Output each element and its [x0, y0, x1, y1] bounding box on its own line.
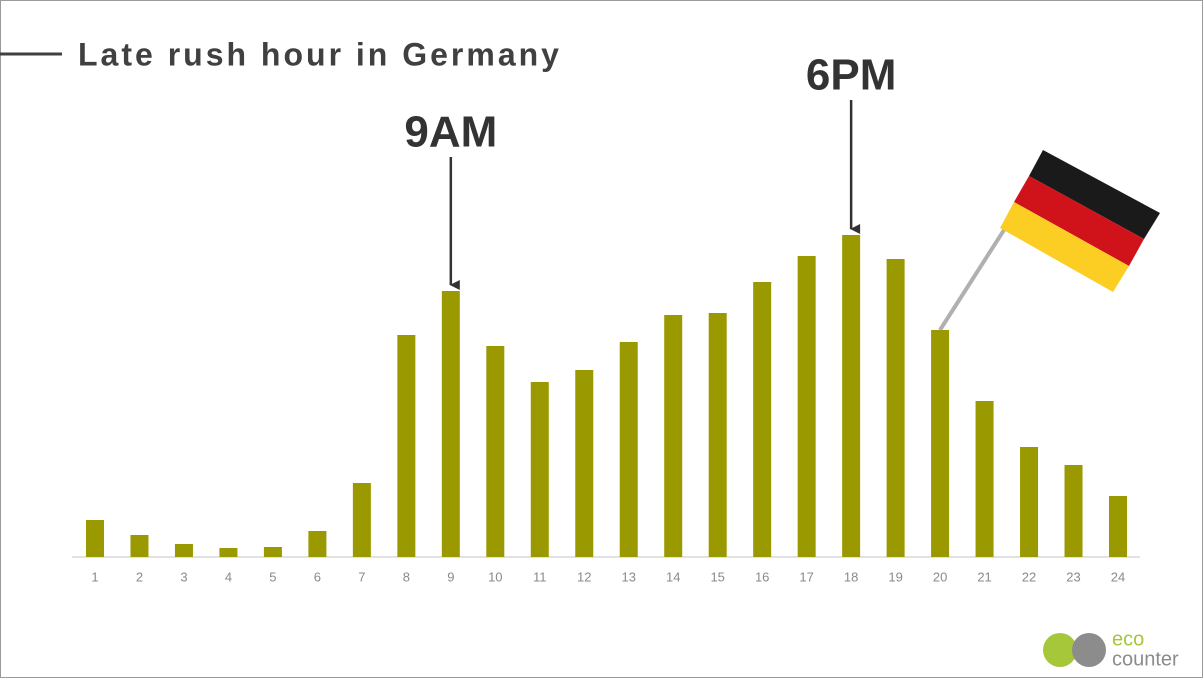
- x-tick-label: 13: [622, 569, 636, 584]
- x-tick-label: 14: [666, 569, 680, 584]
- bar: [530, 382, 549, 557]
- bar: [219, 548, 238, 557]
- flag-stripe: [1000, 202, 1129, 292]
- bar: [352, 483, 371, 557]
- logo-text: eco: [1112, 628, 1144, 650]
- bar: [708, 313, 727, 557]
- bar: [842, 235, 861, 557]
- bar: [975, 401, 994, 557]
- logo-text: counter: [1112, 648, 1179, 670]
- x-tick-label: 5: [269, 569, 276, 584]
- bar: [263, 547, 282, 557]
- annotation: 9AM: [404, 108, 497, 157]
- bar: [575, 370, 594, 557]
- logo-icon: [1043, 633, 1077, 667]
- x-tick-label: 19: [888, 569, 902, 584]
- bar: [797, 256, 816, 557]
- bar: [308, 531, 327, 557]
- x-tick-label: 3: [180, 569, 187, 584]
- bar: [86, 520, 104, 557]
- x-tick-label: 1: [91, 569, 98, 584]
- bar: [441, 291, 460, 557]
- x-tick-label: 22: [1022, 569, 1036, 584]
- x-tick-label: 11: [533, 569, 547, 584]
- x-tick-label: 21: [977, 569, 991, 584]
- bar: [130, 535, 149, 557]
- x-tick-label: 16: [755, 569, 769, 584]
- x-tick-label: 23: [1066, 569, 1080, 584]
- logo-icon: [1072, 633, 1106, 667]
- bar: [1064, 465, 1083, 557]
- logo: eco counter: [1043, 628, 1179, 670]
- x-tick-label: 9: [447, 569, 454, 584]
- x-tick-label: 15: [710, 569, 724, 584]
- x-tick-label: 8: [403, 569, 410, 584]
- bar: [397, 335, 416, 557]
- x-tick-label: 2: [136, 569, 143, 584]
- bar: [886, 259, 905, 557]
- x-tick-label: 4: [225, 569, 232, 584]
- flag-stripe: [1029, 150, 1160, 239]
- x-tick-label: 18: [844, 569, 858, 584]
- x-tick-label: 24: [1111, 569, 1125, 584]
- bar: [931, 330, 950, 557]
- bar: [486, 346, 505, 557]
- x-tick-label: 7: [358, 569, 365, 584]
- x-tick-label: 20: [933, 569, 947, 584]
- bar: [1109, 496, 1127, 557]
- bar: [664, 315, 683, 557]
- annotation: 6PM: [806, 51, 896, 100]
- bar: [753, 282, 772, 557]
- chart-title: Late rush hour in Germany: [78, 36, 562, 72]
- bar: [174, 544, 193, 557]
- x-tick-label: 6: [314, 569, 321, 584]
- flag: [938, 150, 1160, 332]
- flag-stripe: [1014, 176, 1144, 266]
- bar: [619, 342, 638, 557]
- x-tick-label: 17: [799, 569, 813, 584]
- x-tick-label: 12: [577, 569, 591, 584]
- x-tick-label: 10: [488, 569, 502, 584]
- bar: [1020, 447, 1039, 557]
